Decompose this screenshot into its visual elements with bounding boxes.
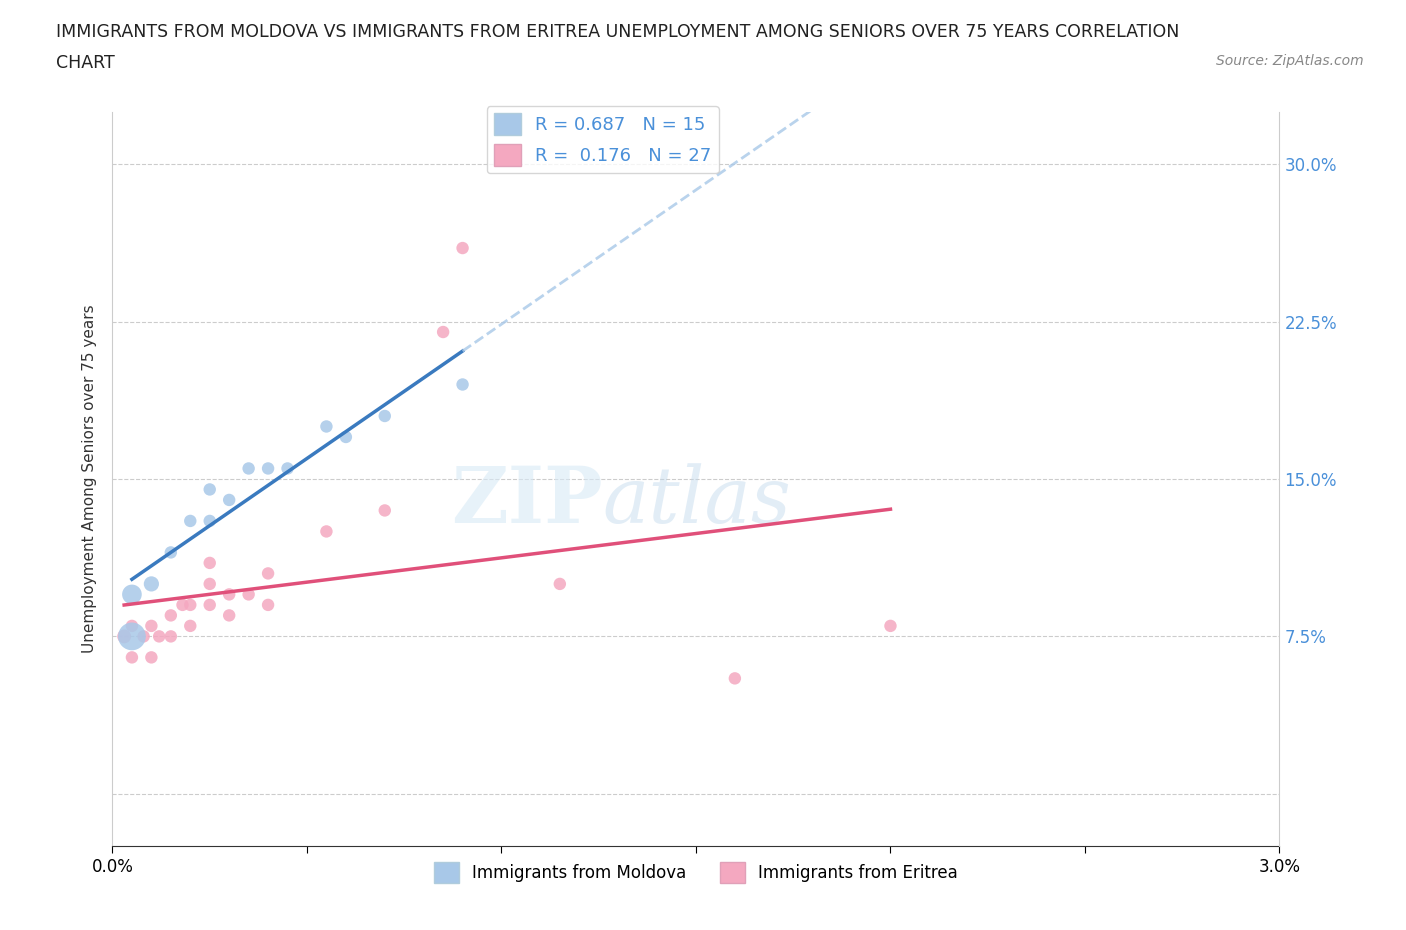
Point — [335, 430, 357, 445]
Point — [198, 597, 221, 612]
Point — [238, 461, 260, 476]
Point — [432, 325, 454, 339]
Point — [257, 566, 280, 581]
Text: IMMIGRANTS FROM MOLDOVA VS IMMIGRANTS FROM ERITREA UNEMPLOYMENT AMONG SENIORS OV: IMMIGRANTS FROM MOLDOVA VS IMMIGRANTS FR… — [56, 23, 1180, 41]
Point — [218, 493, 240, 508]
Point — [218, 608, 240, 623]
Point — [724, 671, 747, 685]
Point — [121, 587, 143, 602]
Text: CHART: CHART — [56, 54, 115, 72]
Point — [121, 618, 143, 633]
Point — [148, 629, 170, 644]
Y-axis label: Unemployment Among Seniors over 75 years: Unemployment Among Seniors over 75 years — [82, 305, 97, 653]
Text: ZIP: ZIP — [451, 463, 603, 539]
Point — [179, 618, 201, 633]
Point — [172, 597, 194, 612]
Point — [238, 587, 260, 602]
Legend: Immigrants from Moldova, Immigrants from Eritrea: Immigrants from Moldova, Immigrants from… — [427, 856, 965, 889]
Point — [451, 377, 474, 392]
Point — [276, 461, 298, 476]
Point — [121, 650, 143, 665]
Point — [374, 503, 396, 518]
Point — [160, 608, 183, 623]
Point — [315, 419, 337, 434]
Point — [179, 513, 201, 528]
Text: atlas: atlas — [603, 463, 792, 539]
Point — [198, 482, 221, 497]
Point — [141, 577, 163, 591]
Point — [257, 597, 280, 612]
Point — [257, 461, 280, 476]
Text: Source: ZipAtlas.com: Source: ZipAtlas.com — [1216, 54, 1364, 68]
Point — [218, 587, 240, 602]
Point — [198, 513, 221, 528]
Point — [160, 545, 183, 560]
Point — [879, 618, 901, 633]
Point — [548, 577, 571, 591]
Point — [141, 650, 163, 665]
Point — [198, 555, 221, 570]
Point — [451, 241, 474, 256]
Point — [132, 629, 155, 644]
Point — [374, 408, 396, 423]
Point — [315, 524, 337, 538]
Point — [198, 577, 221, 591]
Point — [141, 618, 163, 633]
Point — [121, 629, 143, 644]
Point — [160, 629, 183, 644]
Point — [112, 629, 135, 644]
Point — [179, 597, 201, 612]
